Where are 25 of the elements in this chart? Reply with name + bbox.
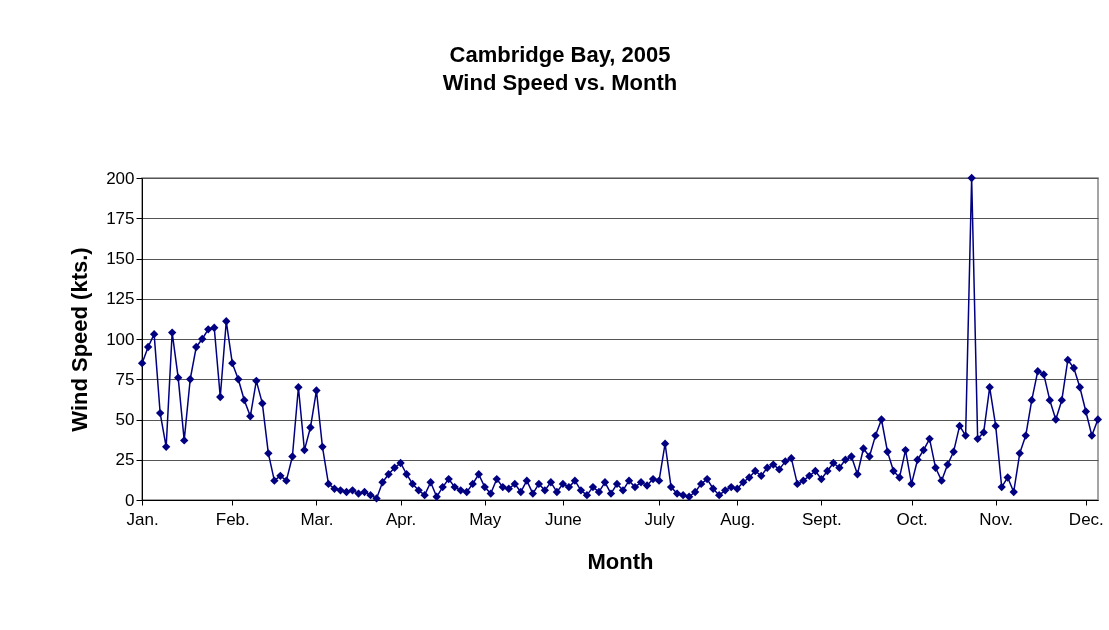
- x-tick-label: May: [469, 509, 502, 529]
- y-tick-label: 0: [125, 490, 135, 510]
- chart-subtitle: Wind Speed vs. Month: [442, 70, 678, 95]
- x-tick-label: Sept.: [802, 509, 842, 529]
- y-tick-label: 75: [115, 369, 135, 389]
- x-tick-label: Dec.: [1068, 509, 1104, 529]
- x-tick-label: Feb.: [215, 509, 250, 529]
- x-tick-label: Jan.: [126, 509, 159, 529]
- y-tick-label: 125: [106, 289, 135, 309]
- y-tick-label: 200: [106, 168, 135, 188]
- x-tick-label: June: [544, 509, 582, 529]
- y-tick-label: 150: [106, 249, 135, 268]
- y-tick-label: 25: [115, 450, 135, 470]
- y-axis-title: Wind Speed (kts.): [67, 247, 93, 432]
- chart-title: Cambridge Bay, 2005: [449, 42, 671, 67]
- x-tick-label: Apr.: [385, 509, 417, 529]
- x-tick-label: Mar.: [300, 509, 334, 529]
- x-tick-label: July: [644, 509, 676, 529]
- y-tick-label: 175: [106, 208, 135, 228]
- y-tick-label: 50: [115, 410, 135, 429]
- x-tick-label: Aug.: [720, 509, 756, 529]
- y-tick-label: 100: [106, 329, 135, 349]
- x-tick-label: Nov.: [979, 509, 1014, 529]
- x-axis-title: Month: [587, 548, 654, 574]
- x-tick-label: Oct.: [896, 509, 928, 529]
